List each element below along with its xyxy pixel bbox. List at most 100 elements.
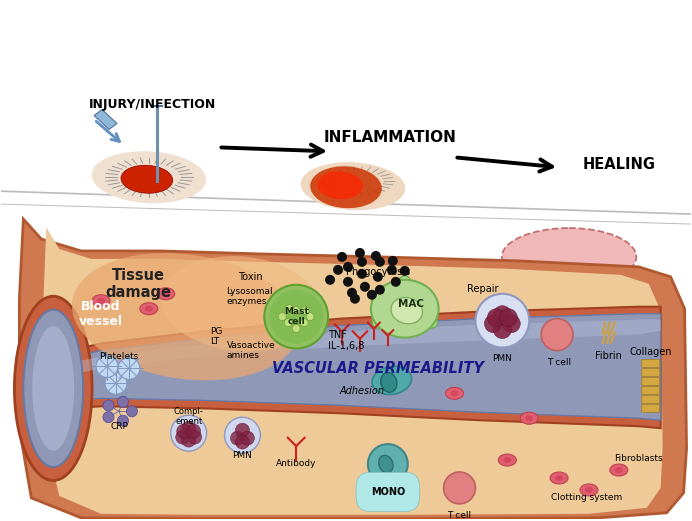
Polygon shape <box>19 219 686 519</box>
Circle shape <box>171 415 207 451</box>
Text: Collagen: Collagen <box>630 346 672 356</box>
Circle shape <box>325 275 335 285</box>
Circle shape <box>264 285 328 349</box>
Ellipse shape <box>580 484 598 496</box>
Ellipse shape <box>24 309 83 467</box>
Circle shape <box>387 265 397 275</box>
Ellipse shape <box>503 457 511 463</box>
Text: Phagocytosis: Phagocytosis <box>346 267 410 277</box>
Circle shape <box>188 430 201 444</box>
Ellipse shape <box>555 475 563 481</box>
Ellipse shape <box>92 295 110 307</box>
Ellipse shape <box>161 256 320 351</box>
Circle shape <box>333 265 343 275</box>
Ellipse shape <box>520 412 538 424</box>
Text: Toxin: Toxin <box>239 272 263 282</box>
Ellipse shape <box>121 165 173 193</box>
Circle shape <box>118 415 129 426</box>
Ellipse shape <box>301 162 406 210</box>
Circle shape <box>182 433 196 447</box>
Ellipse shape <box>391 297 423 324</box>
Circle shape <box>118 396 129 407</box>
Text: Clotting system: Clotting system <box>552 493 623 502</box>
Text: PG
LT: PG LT <box>210 327 223 346</box>
Circle shape <box>230 431 244 445</box>
FancyBboxPatch shape <box>641 377 659 386</box>
Circle shape <box>269 290 323 343</box>
Circle shape <box>375 285 385 295</box>
Ellipse shape <box>91 151 206 203</box>
Ellipse shape <box>162 291 170 297</box>
Ellipse shape <box>381 373 397 392</box>
Circle shape <box>357 269 367 279</box>
Circle shape <box>176 424 191 438</box>
Text: T cell: T cell <box>448 511 471 520</box>
Ellipse shape <box>450 390 459 396</box>
Circle shape <box>118 357 140 379</box>
Text: Antibody: Antibody <box>276 458 316 467</box>
Circle shape <box>343 277 353 287</box>
FancyBboxPatch shape <box>641 359 659 367</box>
Text: Mast
cell: Mast cell <box>284 307 309 326</box>
Ellipse shape <box>97 297 105 304</box>
Circle shape <box>484 315 502 332</box>
Text: Lysosomal
enzymes: Lysosomal enzymes <box>226 287 273 306</box>
Text: Adhesion: Adhesion <box>340 387 385 396</box>
Circle shape <box>367 290 377 300</box>
Text: HEALING: HEALING <box>583 157 655 172</box>
Ellipse shape <box>371 280 439 338</box>
Ellipse shape <box>372 366 412 394</box>
Ellipse shape <box>157 288 174 300</box>
Circle shape <box>360 282 370 292</box>
Circle shape <box>224 417 260 453</box>
Text: INFLAMMATION: INFLAMMATION <box>323 130 456 145</box>
Text: VASCULAR PERMEABILITY: VASCULAR PERMEABILITY <box>272 361 484 376</box>
Text: TNF
IL-1,6,8: TNF IL-1,6,8 <box>328 330 365 351</box>
Circle shape <box>235 423 249 437</box>
Circle shape <box>96 355 118 377</box>
Circle shape <box>493 320 511 339</box>
Circle shape <box>347 288 357 297</box>
Text: Vasoactive
amines: Vasoactive amines <box>226 341 275 360</box>
Text: PMN: PMN <box>493 354 512 363</box>
Circle shape <box>368 444 408 484</box>
Ellipse shape <box>317 171 363 199</box>
Text: MONO: MONO <box>371 487 405 497</box>
Ellipse shape <box>379 455 393 473</box>
Ellipse shape <box>140 303 158 315</box>
Circle shape <box>444 472 475 504</box>
Circle shape <box>373 272 383 282</box>
Circle shape <box>306 313 314 320</box>
Text: T cell: T cell <box>547 358 571 367</box>
Ellipse shape <box>398 276 412 294</box>
Ellipse shape <box>502 228 636 286</box>
Text: Repair: Repair <box>468 284 499 294</box>
Polygon shape <box>44 320 661 380</box>
Ellipse shape <box>33 326 74 451</box>
Circle shape <box>103 400 114 411</box>
Circle shape <box>400 266 410 276</box>
Ellipse shape <box>498 454 516 466</box>
Circle shape <box>176 430 190 444</box>
Circle shape <box>127 406 138 417</box>
Circle shape <box>105 373 127 394</box>
Ellipse shape <box>145 306 153 312</box>
Circle shape <box>292 307 300 315</box>
Circle shape <box>391 277 401 287</box>
Ellipse shape <box>446 388 464 399</box>
Text: Blood
vessel: Blood vessel <box>79 300 123 328</box>
Text: PMN: PMN <box>233 451 253 460</box>
Circle shape <box>187 424 201 438</box>
Text: Platelets: Platelets <box>100 352 138 361</box>
Ellipse shape <box>372 313 389 328</box>
Circle shape <box>278 313 286 320</box>
Ellipse shape <box>550 472 568 484</box>
Circle shape <box>350 294 360 304</box>
Ellipse shape <box>525 415 534 421</box>
Ellipse shape <box>615 467 623 473</box>
Circle shape <box>541 319 573 351</box>
Circle shape <box>502 315 520 332</box>
Circle shape <box>357 257 367 267</box>
Polygon shape <box>44 314 661 420</box>
Circle shape <box>301 307 309 315</box>
